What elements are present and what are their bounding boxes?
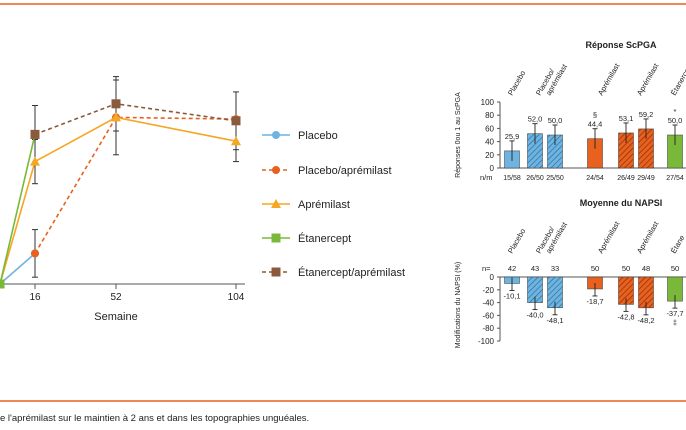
legend-marker: [271, 199, 281, 208]
data-point-placebo-apremilast: [31, 249, 39, 258]
n-label: 33: [551, 264, 559, 273]
group-label: Aprémilast: [635, 61, 661, 97]
legend-marker: [272, 166, 280, 174]
data-label: 25,9: [505, 132, 520, 141]
n-label: 50: [671, 264, 679, 273]
line-chart-legend: Placebo Placebo/aprémilast Aprémilast Étane…: [262, 130, 405, 279]
x-axis-label: Semaine: [94, 311, 137, 323]
group-label: Aprémilast: [596, 219, 622, 255]
napsi-bar-chart: Moyenne du NAPSI Modifications du NAPSI (…: [455, 198, 686, 348]
n-label: 50: [622, 264, 630, 273]
legend-marker: [272, 131, 280, 139]
data-point-apremilast: [111, 112, 121, 122]
data-label: 50,0: [668, 116, 683, 125]
n-m-label: 29/49: [637, 175, 655, 182]
data-point-apremilast: [30, 156, 40, 166]
data-point-etanercept-apremilast: [30, 129, 40, 139]
y-tick-label: -20: [482, 286, 494, 295]
x-tick-label: 16: [29, 292, 41, 303]
y-tick-label: -60: [482, 311, 494, 320]
data-label: 52,0: [528, 115, 543, 124]
legend-marker: [271, 233, 281, 243]
data-label: -40,0: [526, 311, 543, 320]
group-label: Aprémilast: [596, 61, 622, 97]
series-line-placebo: [0, 252, 36, 285]
y-tick-label: 80: [485, 111, 494, 120]
significance-mark: §: [593, 111, 597, 120]
data-label: -42,8: [617, 312, 634, 321]
data-label: -48,2: [637, 316, 654, 325]
n-m-label: 25/50: [546, 175, 564, 182]
chart-title: Réponse ScPGA: [585, 40, 657, 50]
group-label: Étanercept: [669, 60, 686, 97]
n-label: 42: [508, 264, 516, 273]
footer-label: n/m: [480, 173, 493, 182]
scpga-bar-chart: Réponse ScPGA Réponses 0ou 1 au ScPGA 0 20 4…: [455, 40, 686, 182]
group-label: Étane: [669, 234, 686, 255]
data-label: 53,1: [619, 114, 634, 123]
x-tick-label: 104: [228, 292, 245, 303]
data-label: 50,0: [548, 116, 563, 125]
legend-marker: [271, 267, 281, 277]
significance-mark: ‡: [673, 318, 677, 327]
series-line-placebo-apremilast: [34, 116, 237, 254]
n-label: 48: [642, 264, 650, 273]
data-label: 44,4: [588, 120, 603, 129]
series-line-apremilast: [0, 116, 237, 285]
data-point-apremilast: [231, 136, 241, 146]
data-label: -48,1: [546, 316, 563, 325]
legend-label: Placebo: [298, 130, 338, 142]
figure-caption: e l'aprémilast sur le maintien à 2 ans e…: [0, 413, 310, 424]
n-m-label: 15/58: [503, 175, 521, 182]
series-line-etanercept: [0, 134, 36, 285]
n-m-label: 26/49: [617, 175, 635, 182]
legend-label: Étanercept/aprémilast: [298, 266, 405, 279]
chart-title: Moyenne du NAPSI: [580, 198, 663, 208]
data-point-etanercept-apremilast: [111, 99, 121, 109]
legend-label: Aprémilast: [298, 199, 350, 211]
y-tick-label: 0: [490, 273, 495, 282]
significance-mark: *: [674, 107, 677, 116]
data-label: -18,7: [586, 297, 603, 306]
y-tick-label: 0: [490, 164, 495, 173]
footer-label: n=: [482, 264, 491, 273]
group-label: Placebo: [506, 69, 527, 97]
y-tick-label: 40: [485, 138, 494, 147]
y-axis-label: Réponses 0ou 1 au ScPGA: [455, 92, 462, 178]
n-label: 50: [591, 264, 599, 273]
y-tick-label: -80: [482, 324, 494, 333]
y-tick-label: -100: [478, 337, 495, 346]
legend-label: Placebo/aprémilast: [298, 165, 392, 177]
line-chart: 16 52 104 Semaine: [0, 76, 245, 323]
legend-label: Étanercept: [298, 232, 351, 245]
y-tick-label: 20: [485, 151, 494, 160]
n-m-label: 27/54: [666, 175, 684, 182]
data-point-etanercept: [0, 279, 5, 289]
x-tick-label: 52: [110, 292, 122, 303]
data-label: -37,7: [666, 309, 683, 318]
y-tick-label: 100: [481, 98, 495, 107]
y-axis-label: Modifications du NAPSI (%): [455, 262, 462, 348]
n-m-label: 26/50: [526, 175, 544, 182]
group-label: Aprémilast: [635, 219, 661, 255]
y-tick-label: -40: [482, 299, 494, 308]
group-label: Placebo: [506, 227, 527, 255]
data-label: -10,1: [503, 291, 520, 300]
data-point-etanercept-apremilast: [231, 116, 241, 126]
n-label: 43: [531, 264, 539, 273]
n-m-label: 24/54: [586, 175, 604, 182]
y-tick-label: 60: [485, 124, 494, 133]
data-label: 59,2: [639, 110, 654, 119]
